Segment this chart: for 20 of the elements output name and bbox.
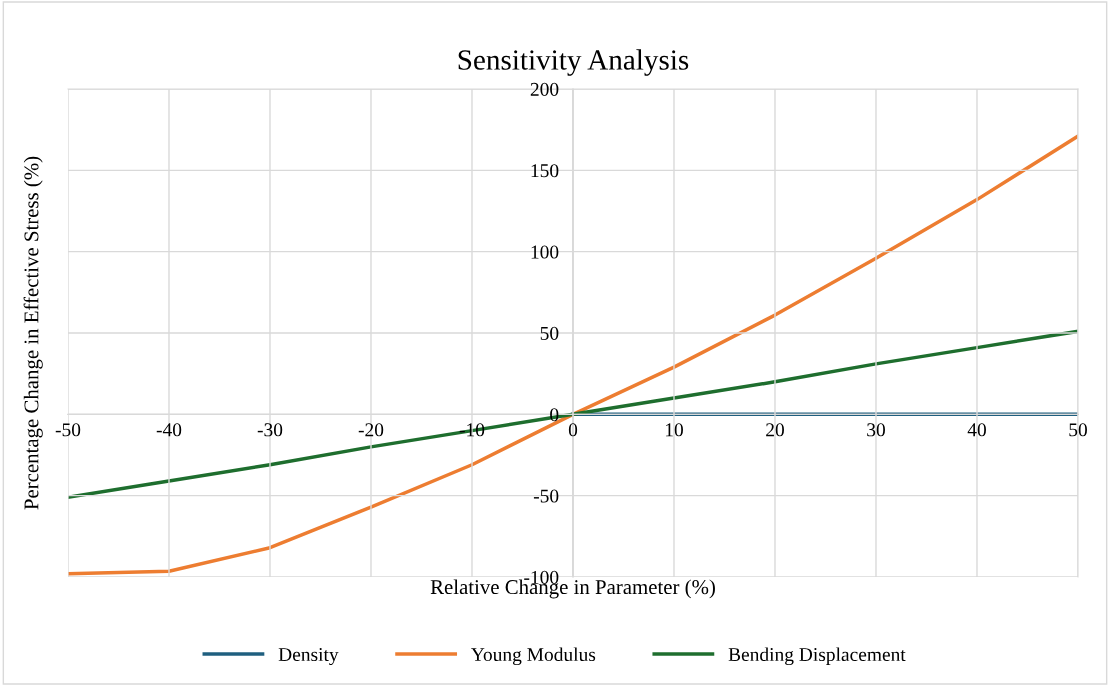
x-tick-label: 10 <box>665 423 683 437</box>
x-tick-label: -40 <box>156 423 182 437</box>
x-tick-label: 30 <box>867 423 885 437</box>
y-axis-title: Percentage Change in Effective Stress (%) <box>23 156 43 510</box>
y-tick-label: 200 <box>530 82 559 96</box>
chart-title: Sensitivity Analysis <box>458 49 689 76</box>
x-tick-label: 50 <box>1069 423 1087 437</box>
y-tick-label: -50 <box>533 489 559 503</box>
x-tick-label: -50 <box>55 423 81 437</box>
x-tick-label: 20 <box>766 423 784 437</box>
x-tick-label: 0 <box>568 423 578 437</box>
legend-label: Bending Displacement <box>728 647 906 666</box>
y-tick-label: 150 <box>531 164 559 178</box>
x-tick-label: 40 <box>967 423 986 437</box>
legend-label: Young Modulus <box>471 647 596 666</box>
x-tick-label: -20 <box>358 423 384 437</box>
legend-label: Density <box>278 648 339 666</box>
y-tick-label: 50 <box>540 326 559 340</box>
y-tick-label: 100 <box>531 245 559 259</box>
x-tick-label: -30 <box>257 423 283 437</box>
